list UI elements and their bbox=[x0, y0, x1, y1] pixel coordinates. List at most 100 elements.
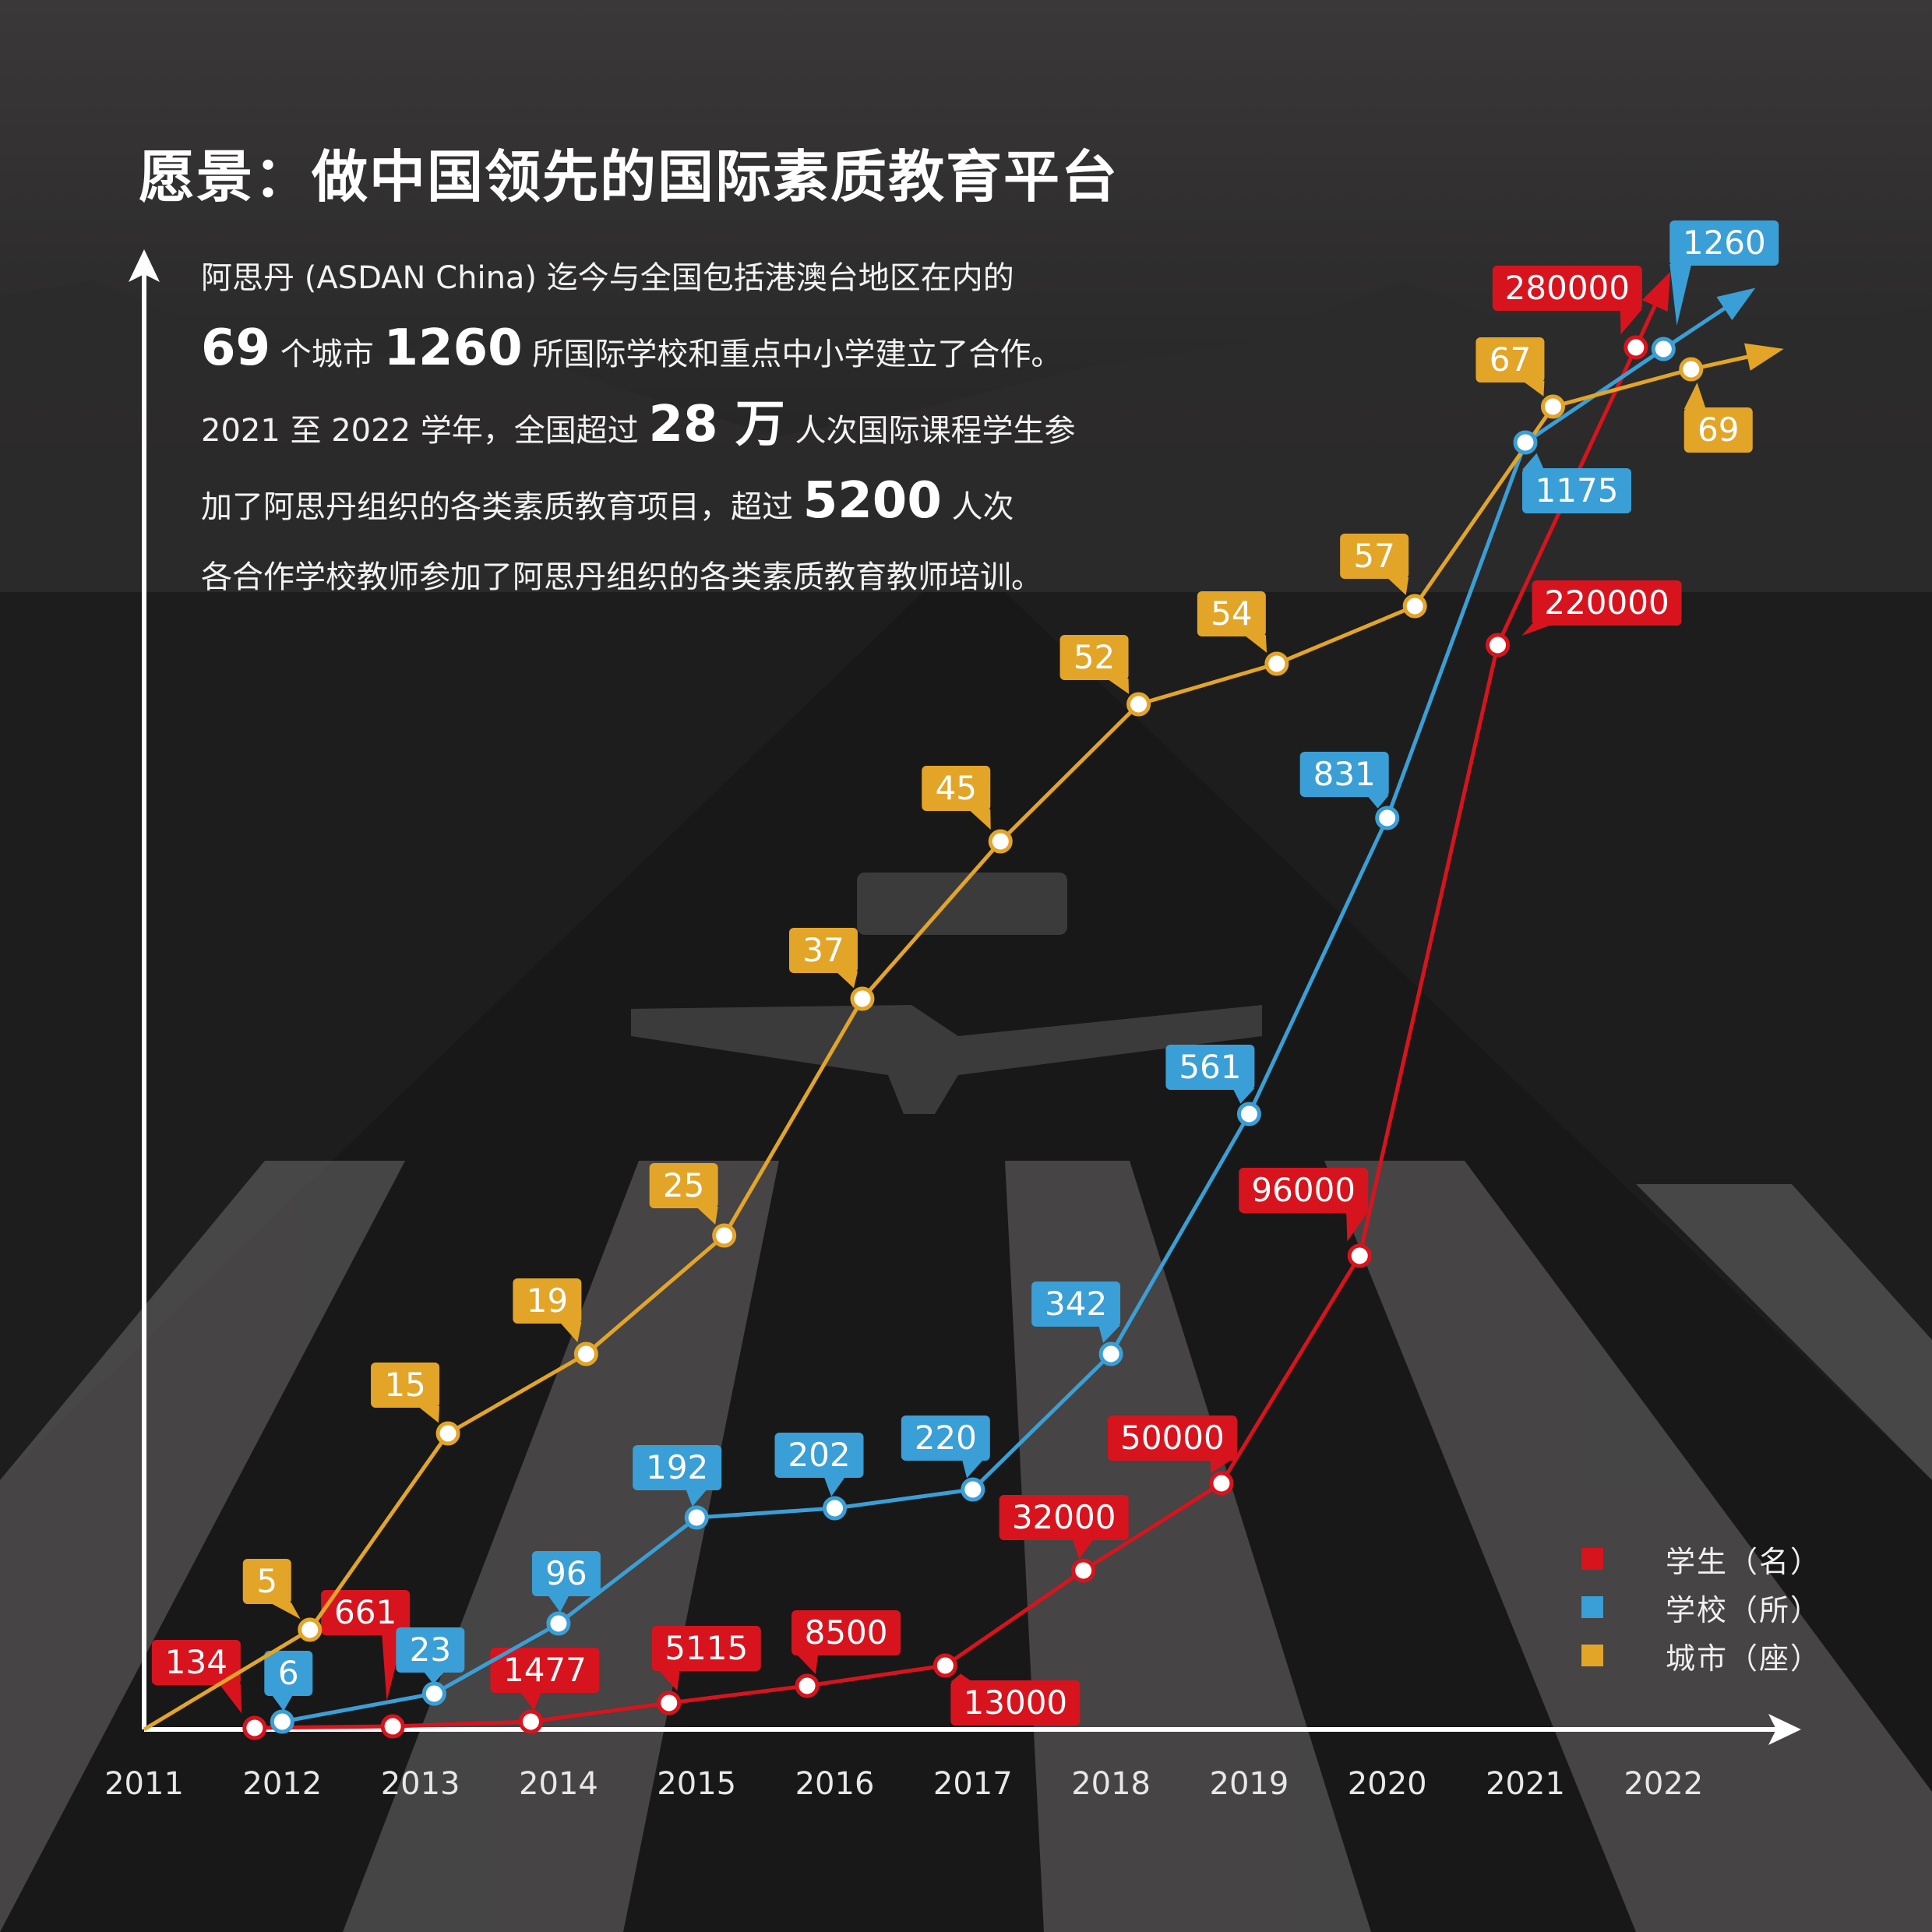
callout-box bbox=[1522, 468, 1631, 513]
data-label-schools: 561 bbox=[1165, 1045, 1255, 1104]
x-tick-label: 2020 bbox=[1348, 1766, 1427, 1802]
data-point-cities bbox=[1402, 594, 1427, 619]
chart-axes: 2011 2012 2013 2014 2015 2016 2017 2018 2019 2020… bbox=[104, 249, 1801, 1802]
data-label-students: 32000 bbox=[999, 1495, 1129, 1560]
data-label-text: 5115 bbox=[665, 1629, 748, 1667]
intro-paragraph: 阿思丹 (ASDAN China) 迄今与全国包括港澳台地区在内的 69 个城市… bbox=[201, 243, 1136, 612]
x-tick-label: 2018 bbox=[1071, 1766, 1151, 1802]
intro-line-4: 加了阿思丹组织的各类素质教育项目，超过 5200 人次 bbox=[201, 466, 1136, 542]
data-point-cities bbox=[1540, 394, 1565, 419]
data-label-schools: 831 bbox=[1299, 752, 1389, 809]
callout-box bbox=[490, 1648, 600, 1693]
callout-tail bbox=[968, 809, 991, 830]
data-label-students: 50000 bbox=[1107, 1416, 1237, 1474]
callout-box bbox=[1197, 591, 1266, 636]
callout-tail bbox=[1098, 1325, 1121, 1343]
callout-tail bbox=[696, 1207, 718, 1225]
callout-tail bbox=[1669, 264, 1692, 326]
callout-tail bbox=[1521, 624, 1554, 636]
data-label-text: 192 bbox=[646, 1448, 708, 1486]
x-tick-label: 2014 bbox=[519, 1766, 598, 1802]
series-arrowhead-students bbox=[1641, 271, 1671, 312]
callout-box bbox=[513, 1278, 582, 1324]
callout-box bbox=[1475, 337, 1545, 383]
x-tick-label: 2011 bbox=[104, 1766, 184, 1802]
data-label-schools: 342 bbox=[1031, 1282, 1121, 1343]
teacher-count: 5200 bbox=[802, 472, 942, 530]
data-label-students: 134 bbox=[151, 1640, 242, 1714]
data-point-students bbox=[1347, 1243, 1372, 1268]
data-label-text: 220 bbox=[915, 1419, 977, 1457]
data-label-students: 8500 bbox=[791, 1610, 901, 1675]
callout-tail bbox=[961, 1459, 984, 1479]
callout-box bbox=[1299, 752, 1389, 797]
data-label-text: 67 bbox=[1490, 340, 1531, 379]
series-arrowhead-cities bbox=[1744, 343, 1784, 371]
callout-tail bbox=[269, 1602, 301, 1620]
data-label-text: 5 bbox=[256, 1562, 277, 1600]
callout-tail bbox=[547, 1595, 569, 1613]
data-label-cities: 67 bbox=[1475, 337, 1545, 397]
callout-tail bbox=[1620, 309, 1642, 335]
data-label-cities: 15 bbox=[371, 1363, 440, 1423]
data-label-text: 54 bbox=[1211, 594, 1252, 633]
data-label-text: 52 bbox=[1074, 638, 1115, 676]
callout-tail bbox=[835, 971, 858, 989]
data-point-schools bbox=[546, 1611, 571, 1636]
data-label-cities: 57 bbox=[1340, 534, 1409, 595]
data-label-cities: 37 bbox=[788, 928, 858, 989]
data-point-students bbox=[242, 1715, 267, 1740]
callout-tail bbox=[796, 1654, 819, 1675]
data-label-text: 134 bbox=[165, 1643, 227, 1681]
callout-box bbox=[1239, 1168, 1369, 1213]
series-line-students bbox=[254, 277, 1669, 1730]
callout-tail bbox=[823, 1476, 846, 1497]
callout-tail bbox=[1387, 577, 1409, 595]
intro-text: 2021 至 2022 学年，全国超过 bbox=[201, 413, 649, 449]
x-tick-label: 2016 bbox=[795, 1766, 875, 1802]
legend-item-schools: 学校（所） bbox=[1581, 1583, 1821, 1631]
data-label-text: 57 bbox=[1353, 537, 1394, 575]
student-count: 28 万 bbox=[648, 396, 785, 453]
callout-tail bbox=[1683, 383, 1706, 409]
callout-box bbox=[1340, 534, 1409, 579]
x-axis-arrowhead bbox=[1768, 1714, 1801, 1745]
legend-swatch bbox=[1581, 1645, 1603, 1666]
data-label-text: 1477 bbox=[503, 1651, 587, 1689]
data-point-students bbox=[795, 1673, 820, 1698]
data-point-students bbox=[1071, 1558, 1096, 1583]
data-point-students bbox=[1624, 335, 1648, 360]
callout-tail bbox=[686, 1489, 708, 1507]
data-label-text: 202 bbox=[788, 1436, 850, 1474]
data-label-students: 220000 bbox=[1521, 580, 1682, 636]
data-label-cities: 54 bbox=[1197, 591, 1267, 653]
data-label-cities: 5 bbox=[242, 1559, 301, 1620]
callout-tail bbox=[418, 1406, 440, 1423]
callout-box bbox=[264, 1651, 313, 1696]
data-point-cities bbox=[573, 1341, 598, 1366]
data-label-text: 561 bbox=[1179, 1048, 1241, 1086]
data-label-text: 96 bbox=[545, 1554, 587, 1592]
data-point-students bbox=[1209, 1471, 1234, 1496]
callout-tail bbox=[559, 1322, 582, 1343]
data-point-schools bbox=[1375, 806, 1400, 830]
callout-box bbox=[999, 1495, 1129, 1540]
data-point-cities bbox=[1679, 357, 1704, 382]
x-tick-label: 2017 bbox=[933, 1766, 1013, 1802]
callout-tail bbox=[1522, 381, 1545, 397]
data-label-students: 5115 bbox=[651, 1626, 761, 1691]
data-label-students: 1477 bbox=[490, 1648, 600, 1711]
callout-tail bbox=[1106, 679, 1130, 694]
data-label-cities: 45 bbox=[922, 766, 991, 830]
data-label-text: 13000 bbox=[964, 1683, 1068, 1722]
series-arrowhead-schools bbox=[1716, 287, 1756, 321]
data-label-text: 25 bbox=[663, 1166, 704, 1204]
data-point-cities bbox=[1126, 692, 1151, 717]
callout-tail bbox=[423, 1671, 446, 1684]
data-label-cities: 69 bbox=[1683, 383, 1753, 453]
x-tick-label: 2022 bbox=[1624, 1766, 1703, 1802]
callout-tail bbox=[1243, 635, 1267, 653]
